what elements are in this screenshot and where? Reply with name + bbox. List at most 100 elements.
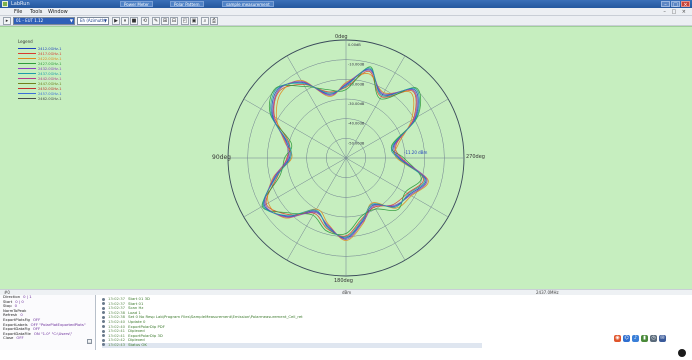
legend-swatch [18, 83, 36, 84]
property-row[interactable]: Start 0 | 0 [0, 300, 95, 305]
log-entry[interactable]: 13:02:41 Diplexed [102, 328, 482, 334]
log-entry[interactable]: 13:02:37 Start 01 3D [102, 296, 482, 302]
property-row[interactable]: ExportLabels OFF "PolarPlotExportedPlots" [0, 323, 95, 328]
grid-spoke [286, 55, 347, 159]
log-entry[interactable]: 13:02:40 Update 0 [102, 318, 482, 325]
document-window-controls[interactable]: – □ × [663, 9, 688, 15]
property-row[interactable]: Close OFF [0, 336, 95, 341]
log-entry[interactable]: 13:02:41 ExportPolarDip 3D [102, 332, 482, 339]
angle-label-bottom: 180deg [334, 278, 353, 284]
reset-button[interactable]: ⟲ [141, 17, 149, 25]
legend-label: 2422.0GHz-1 [38, 56, 62, 61]
search-button[interactable]: ⌕ [201, 17, 209, 25]
grid-spoke [345, 98, 449, 159]
pause-button[interactable]: ⏸ [121, 17, 129, 25]
legend-item: 2417.0GHz-1 [18, 51, 62, 56]
legend-item: 2412.0GHz-1 [18, 46, 62, 51]
volume-icon[interactable]: ♪ [632, 335, 639, 342]
network-icon[interactable]: ⌬ [623, 335, 630, 342]
record-indicator-icon[interactable] [678, 349, 686, 357]
log-entry[interactable]: 13:02:38 Load 1 [102, 309, 482, 316]
mode-select[interactable]: Eh (Azimuth) ▼ [77, 17, 109, 25]
log-entry[interactable]: 13:02:42 Diplexed [102, 338, 482, 343]
legend-item: 2462.0GHz-1 [18, 96, 62, 101]
taskbar-item-measurement[interactable]: sample measurement [222, 1, 274, 7]
property-row[interactable]: ExportDataFig OFF [0, 327, 95, 332]
property-key: Direction [3, 295, 21, 299]
log-entry[interactable]: 13:02:37 Start 01 [102, 300, 482, 307]
menu-file[interactable]: File [14, 9, 23, 15]
property-row[interactable]: ExportPlotsFig OFF [0, 318, 95, 323]
legend-swatch [18, 48, 36, 49]
log-message: Update 0 [128, 318, 146, 324]
legend-title: Legend [18, 39, 33, 44]
legend-item: 2432.0GHz-1 [18, 66, 62, 71]
menu-tools[interactable]: Tools [30, 9, 43, 15]
log-time: 13:02:41 [108, 332, 126, 338]
polar-plot-area[interactable]: Legend 2412.0GHz-1 2417.0GHz-1 2422.0GHz-1… [0, 26, 692, 289]
log-time: 13:02:37 [108, 300, 126, 306]
legend-item: 2452.0GHz-1 [18, 86, 62, 91]
legend-item: 2457.0GHz-1 [18, 91, 62, 96]
log-message: Load 1 [128, 309, 141, 315]
notification-icon[interactable]: ✉ [659, 335, 666, 342]
log-bullet-icon [102, 325, 105, 329]
zoom-out-button[interactable]: ⊟ [170, 17, 178, 25]
legend-swatch [18, 93, 36, 94]
log-entry[interactable]: 13:02:37 Scan Hz [102, 305, 482, 311]
log-message: Diplexed [128, 337, 145, 343]
log-time: 13:02:40 [108, 323, 126, 329]
log-time: 13:02:37 [108, 296, 126, 301]
legend-swatch [18, 88, 36, 89]
property-row[interactable]: Direction 0 | 1 [0, 295, 95, 300]
properties-more-button[interactable]: … [87, 339, 92, 344]
view-button[interactable]: ▣ [190, 17, 198, 25]
log-bullet-icon [102, 334, 105, 338]
battery-icon[interactable]: ▮ [641, 335, 648, 342]
radial-tick-label: 0.00dB [348, 43, 361, 47]
close-button[interactable]: × [681, 1, 690, 8]
legend-label: 2442.0GHz-1 [38, 76, 62, 81]
menu-window[interactable]: Window [48, 9, 68, 15]
zoom-in-button[interactable]: ⊞ [161, 17, 169, 25]
log-entry[interactable]: 13:02:38 Set 0 No Resp Lab\Program Files\… [102, 315, 482, 320]
menu-bar: File Tools Window – □ × [0, 8, 692, 16]
stop-button[interactable]: ■ [130, 17, 138, 25]
property-row[interactable]: Refresh 0 [0, 313, 95, 318]
maximize-button[interactable]: □ [671, 1, 680, 8]
property-key: Refresh [3, 313, 18, 318]
property-row[interactable]: ExportDataFile ON "1.0" "C:\Users\" [0, 332, 95, 337]
print-button[interactable]: ⎙ [210, 17, 218, 25]
log-time: 13:02:38 [108, 309, 126, 315]
legend-item: 2437.0GHz-1 [18, 71, 62, 76]
taskbar-item-polar-pattern[interactable]: Polar Pattern [170, 1, 204, 7]
project-select[interactable]: 01 - EUT 1.12 ▼ [13, 17, 75, 25]
log-entry[interactable]: 13:02:40 ExportPolarDip PDF [102, 323, 482, 330]
polar-chart: 0.00dB -10.00dB -20.00dB -30.00dB -40.00dB -5… [227, 39, 465, 277]
series-line-6 [262, 67, 426, 238]
layout-button[interactable]: ◰ [181, 17, 189, 25]
minimize-button[interactable]: – [661, 1, 670, 8]
run-button[interactable]: ▶ [112, 17, 120, 25]
legend-label: 2417.0GHz-1 [38, 51, 62, 56]
property-key: Close [3, 336, 14, 341]
taskbar-item-power-meter[interactable]: Power Meter [120, 1, 153, 7]
property-row[interactable]: Stop 0 [0, 304, 95, 309]
properties-panel: Direction 0 | 1 Start 0 | 0 Stop 0 NormToPeak R… [0, 295, 96, 350]
property-value: OFF "PolarPlotExportedPlots" [30, 322, 86, 327]
app-launcher-icon[interactable]: ◉ [614, 335, 621, 342]
property-key: ExportPlotsFig [3, 317, 30, 322]
edit-button[interactable]: ✎ [152, 17, 160, 25]
radial-tick-label: -40.00dB [348, 122, 365, 126]
open-button[interactable]: ▸ [3, 17, 11, 25]
log-bullet-icon [102, 329, 105, 333]
window-controls: – □ × [661, 1, 690, 8]
radial-tick-label: -50.00dB [348, 141, 365, 145]
property-key: Stop [3, 304, 12, 309]
chevron-down-icon: ▼ [103, 18, 107, 23]
property-row[interactable]: NormToPeak [0, 309, 95, 314]
log-entry[interactable]: 13:02:43 Status OK [102, 342, 482, 348]
log-time: 13:02:42 [108, 337, 126, 343]
clock-icon[interactable]: ◷ [650, 335, 657, 342]
legend-item: 2422.0GHz-1 [18, 56, 62, 61]
